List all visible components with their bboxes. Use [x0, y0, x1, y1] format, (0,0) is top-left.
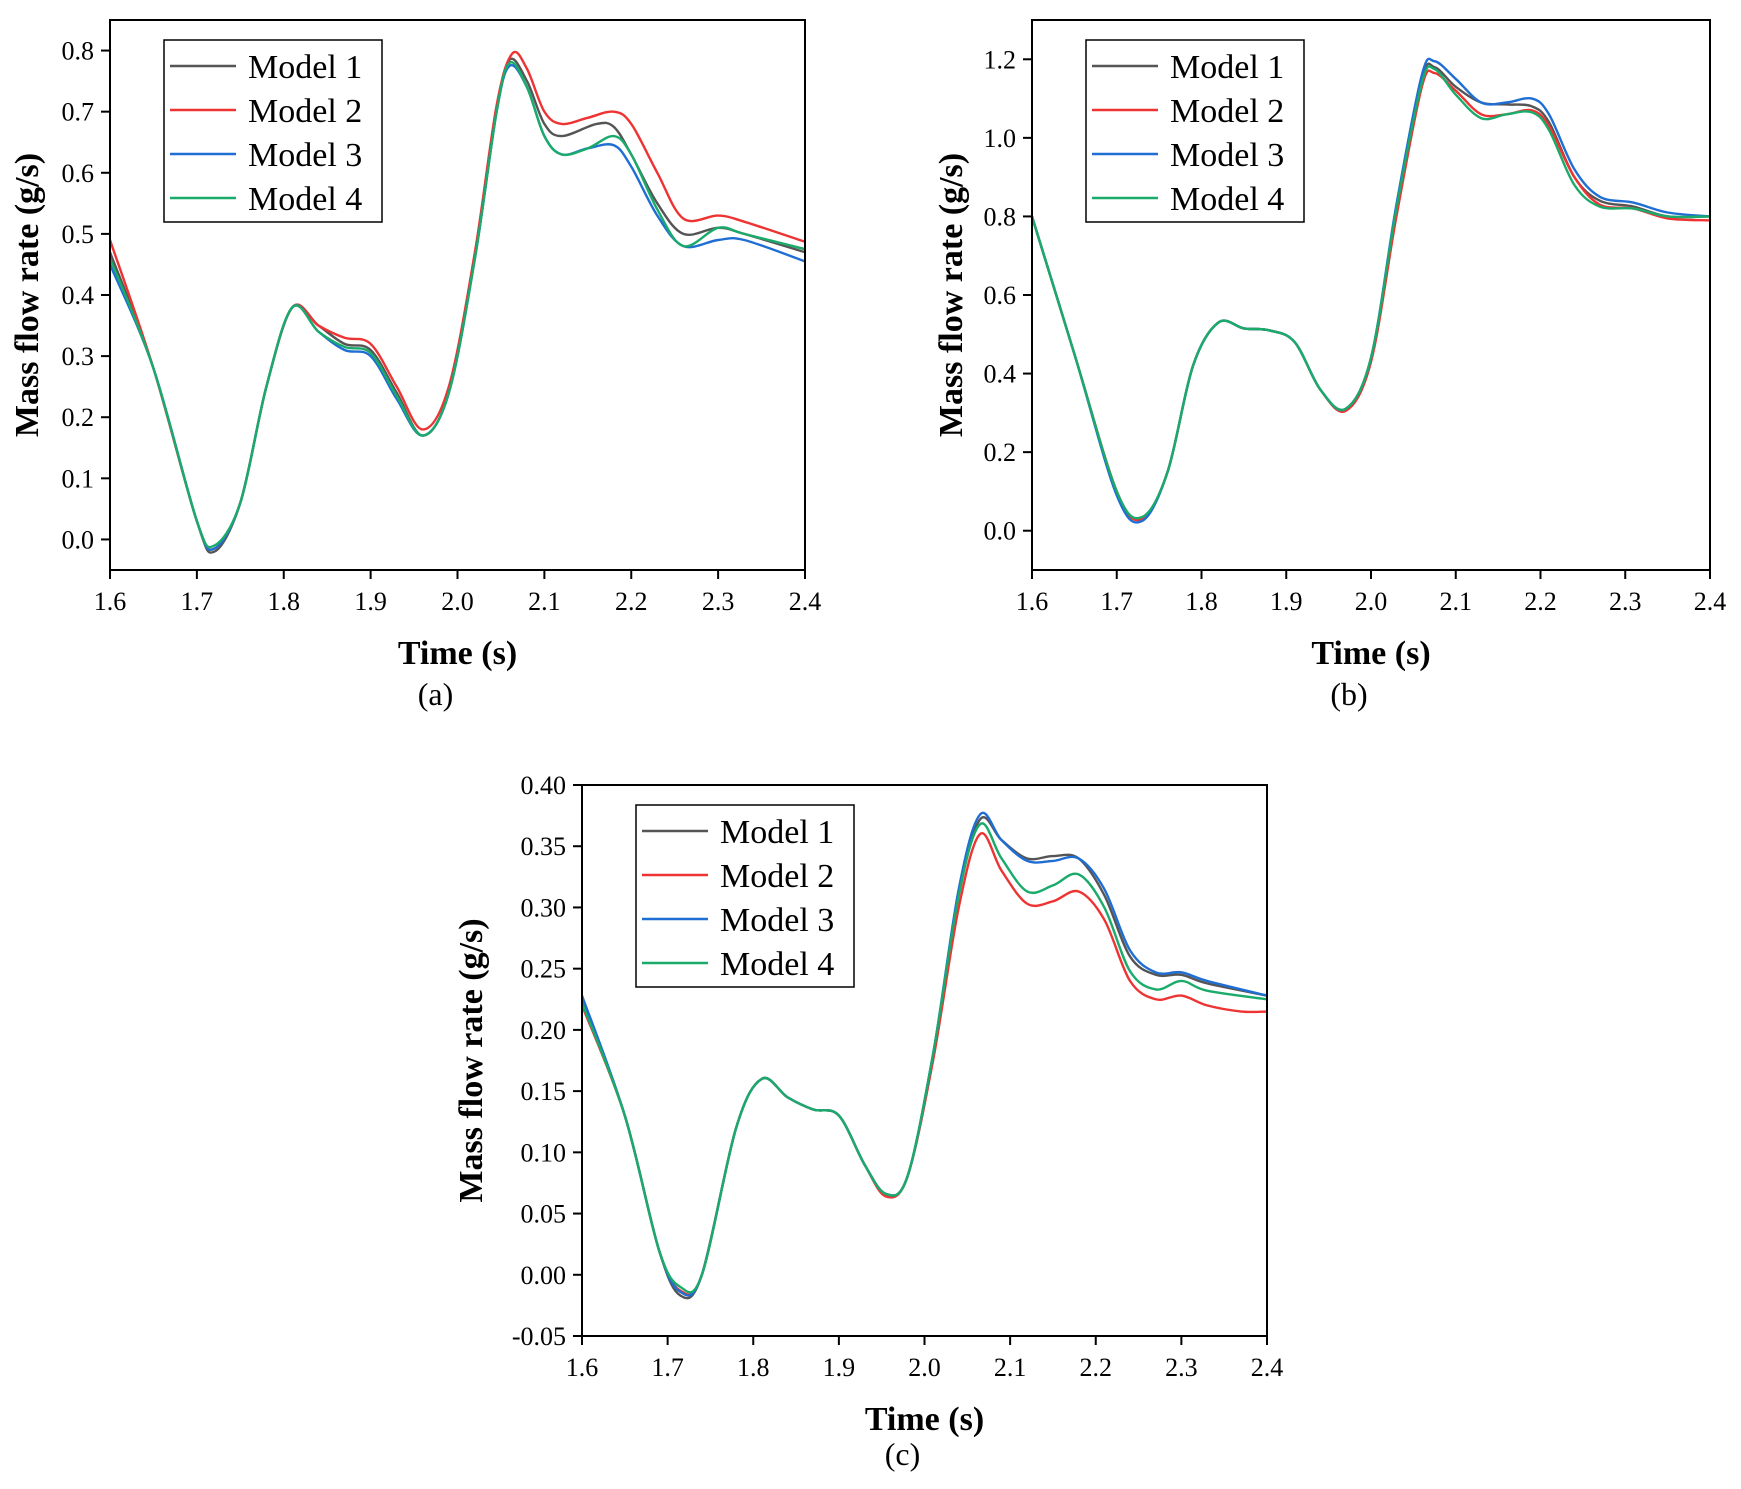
y-tick-label: 0.5	[62, 220, 95, 249]
series-line-model-4	[1032, 65, 1710, 520]
x-tick-label: 1.9	[354, 587, 387, 616]
x-tick-label: 2.1	[1440, 587, 1473, 616]
y-tick-label: 0.20	[521, 1016, 567, 1045]
x-tick-label: 2.3	[1165, 1353, 1198, 1382]
y-axis-title: Mass flow rate (g/s)	[9, 153, 46, 437]
y-tick-label: 0.2	[62, 403, 95, 432]
y-tick-label: 0.0	[62, 525, 95, 554]
x-tick-label: 2.3	[1609, 587, 1642, 616]
y-tick-label: 0.8	[984, 202, 1017, 231]
y-tick-label: 0.1	[62, 464, 95, 493]
x-tick-label: 2.2	[1080, 1353, 1113, 1382]
legend-box	[635, 804, 855, 988]
legend-label: Model 4	[1170, 181, 1284, 218]
x-tick-label: 1.7	[1101, 587, 1134, 616]
y-tick-label: 1.2	[984, 45, 1017, 74]
y-tick-label: 0.2	[984, 438, 1017, 467]
legend: Model 1 Model 2 Model 3 Model 4	[635, 804, 855, 988]
x-tick-label: 2.4	[789, 587, 822, 616]
y-tick-label: 0.30	[521, 893, 567, 922]
y-tick-label: 0.05	[521, 1200, 567, 1229]
x-axis-title: Time (s)	[865, 1401, 984, 1438]
series-line-model-4	[110, 60, 805, 549]
panel-caption: (a)	[418, 676, 454, 712]
legend: Model 1 Model 2 Model 3 Model 4	[1085, 39, 1305, 223]
series-line-model-4	[582, 822, 1267, 1294]
y-tick-label: 1.0	[984, 124, 1017, 153]
legend-box	[163, 39, 383, 223]
y-tick-label: 0.6	[984, 281, 1017, 310]
y-tick-label: 0.8	[62, 37, 95, 66]
y-axis-title: Mass flow rate (g/s)	[933, 153, 970, 437]
x-tick-label: 1.8	[737, 1353, 770, 1382]
y-tick-label: 0.00	[521, 1261, 567, 1290]
y-tick-label: 0.6	[62, 159, 95, 188]
x-tick-label: 1.9	[823, 1353, 856, 1382]
y-tick-label: 0.0	[984, 517, 1017, 546]
x-tick-label: 1.8	[268, 587, 301, 616]
panel-caption: (c)	[885, 1436, 921, 1472]
legend-label: Model 3	[720, 902, 834, 939]
x-tick-label: 2.0	[908, 1353, 941, 1382]
panel-caption: (b)	[1330, 676, 1367, 712]
y-tick-label: 0.4	[62, 281, 95, 310]
x-tick-label: 2.1	[994, 1353, 1027, 1382]
legend-label: Model 2	[720, 858, 834, 895]
x-tick-label: 1.6	[1016, 587, 1049, 616]
panel-a: 1.6 1.7 1.8 1.9 2.0 2.1 2.2 2.3 2.4 0.0 0.1 0.2 0.3 0…	[9, 19, 822, 712]
x-tick-label: 2.3	[702, 587, 735, 616]
panel-c: 1.6 1.7 1.8 1.9 2.0 2.1 2.2 2.3 2.4 -0.05 0.00 0.05…	[453, 771, 1283, 1472]
y-tick-label: 0.3	[62, 342, 95, 371]
x-tick-label: 2.1	[528, 587, 561, 616]
x-tick-label: 1.6	[94, 587, 127, 616]
plot-frame	[1031, 19, 1711, 571]
legend-label: Model 2	[248, 93, 362, 130]
legend-label: Model 3	[1170, 137, 1284, 174]
y-tick-label: 0.35	[521, 832, 567, 861]
y-tick-label: 0.7	[62, 98, 95, 127]
plot-frame	[581, 784, 1268, 1337]
x-axis-title: Time (s)	[1311, 635, 1430, 672]
legend-label: Model 3	[248, 137, 362, 174]
y-tick-label: 0.40	[521, 771, 567, 800]
x-tick-label: 1.6	[566, 1353, 599, 1382]
x-tick-label: 1.8	[1185, 587, 1218, 616]
y-tick-label: 0.4	[984, 360, 1017, 389]
x-tick-label: 1.7	[651, 1353, 684, 1382]
x-tick-label: 2.4	[1251, 1353, 1284, 1382]
y-axis-title: Mass flow rate (g/s)	[453, 918, 490, 1202]
y-tick-label: 0.10	[521, 1138, 567, 1167]
x-tick-label: 1.7	[181, 587, 214, 616]
x-tick-label: 2.0	[441, 587, 474, 616]
legend-label: Model 1	[1170, 49, 1284, 86]
x-tick-label: 2.0	[1355, 587, 1388, 616]
legend-label: Model 1	[720, 814, 834, 851]
plot-frame	[109, 19, 806, 571]
legend-label: Model 4	[720, 946, 834, 983]
x-tick-label: 2.2	[615, 587, 648, 616]
legend-box	[1085, 39, 1305, 223]
legend: Model 1 Model 2 Model 3 Model 4	[163, 39, 383, 223]
y-tick-label: -0.05	[512, 1322, 566, 1351]
legend-label: Model 4	[248, 181, 362, 218]
legend-label: Model 1	[248, 49, 362, 86]
x-tick-label: 2.2	[1524, 587, 1557, 616]
x-axis-title: Time (s)	[398, 635, 517, 672]
y-tick-label: 0.15	[521, 1077, 567, 1106]
legend-label: Model 2	[1170, 93, 1284, 130]
y-tick-label: 0.25	[521, 955, 567, 984]
x-tick-label: 2.4	[1694, 587, 1727, 616]
panel-b: 1.6 1.7 1.8 1.9 2.0 2.1 2.2 2.3 2.4 0.0 0.2 0.4 0.6 0…	[933, 19, 1727, 712]
x-tick-label: 1.9	[1270, 587, 1303, 616]
